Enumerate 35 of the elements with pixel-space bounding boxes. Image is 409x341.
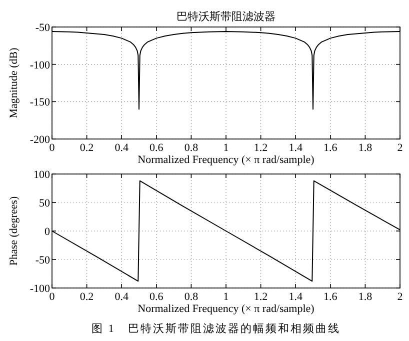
x-tick-label: 0.4 [114,291,129,303]
y-tick-label: 100 [34,169,50,181]
y-axis-title: Magnitude (dB) [8,47,20,118]
x-tick-label: 1.2 [254,291,268,303]
x-axis-title: Normalized Frequency (× π rad/sample) [138,303,315,315]
y-tick-label: -100 [30,283,50,295]
x-tick-label: 0.6 [150,142,164,154]
x-tick-label: 1.2 [254,142,268,154]
y-axis-title: Phase (degrees) [8,196,20,266]
x-tick-label: 2 [397,291,403,303]
caption: 图 1 巴特沃斯带阻滤波器的幅频和相频曲线 [92,322,340,335]
y-tick-label: -150 [30,96,50,109]
y-tick-label: -100 [30,59,50,72]
x-tick-label: 0.8 [184,142,199,154]
x-tick-label: 1.6 [324,291,338,303]
x-tick-label: 2 [397,142,403,154]
x-tick-label: 1 [223,142,229,154]
y-tick-label: -50 [35,22,50,34]
x-axis-title: Normalized Frequency (× π rad/sample) [138,154,315,166]
y-tick-label: -50 [35,254,50,266]
x-tick-label: 0.2 [80,142,94,154]
x-tick-label: 1.4 [288,291,303,303]
x-tick-label: 0.6 [150,291,164,303]
x-tick-label: 0.8 [184,291,199,303]
y-tick-label: -200 [30,134,50,146]
x-tick-label: 1 [223,291,229,303]
x-tick-label: 0.4 [114,142,129,154]
x-tick-label: 1.8 [358,291,373,303]
x-tick-label: 1.6 [324,142,338,154]
y-tick-label: 50 [39,198,50,210]
y-tick-label: 0 [44,226,50,238]
x-tick-label: 1.4 [288,142,303,154]
x-tick-label: 0.2 [80,291,94,303]
x-tick-label: 1.8 [358,142,373,154]
chart-title: 巴特沃斯带阻滤波器 [176,10,276,23]
